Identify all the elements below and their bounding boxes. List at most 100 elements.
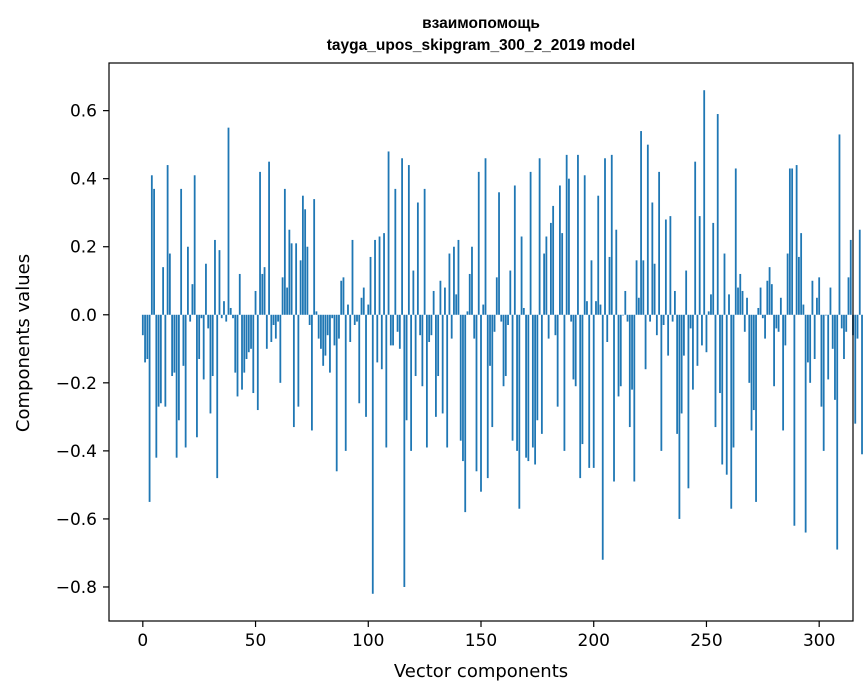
bar-297 — [811, 280, 814, 315]
bar-137 — [450, 314, 453, 339]
bar-267 — [743, 314, 746, 332]
bar-157 — [495, 277, 498, 315]
bar-113 — [396, 314, 399, 332]
bar-269 — [748, 314, 751, 383]
bar-10 — [164, 314, 167, 407]
bar-286 — [786, 253, 789, 315]
bar-41 — [234, 314, 237, 373]
bar-248 — [701, 314, 703, 346]
bar-173 — [531, 314, 534, 448]
bar-34 — [218, 250, 221, 315]
bar-32 — [214, 239, 216, 315]
bar-266 — [741, 290, 744, 315]
bar-304 — [827, 314, 830, 380]
bar-252 — [710, 294, 712, 315]
bar-98 — [362, 287, 365, 315]
bar-13 — [171, 314, 174, 377]
bar-79 — [320, 314, 322, 349]
bar-219 — [635, 260, 638, 315]
bar-43 — [238, 273, 241, 315]
bar-203 — [599, 304, 602, 315]
bar-62 — [281, 277, 284, 315]
bar-100 — [367, 304, 370, 315]
bar-111 — [392, 314, 394, 346]
bar-208 — [610, 154, 613, 315]
bar-69 — [297, 314, 300, 407]
bar-237 — [676, 314, 679, 434]
bar-249 — [703, 90, 706, 315]
bar-144 — [466, 311, 469, 315]
bar-262 — [732, 314, 735, 448]
bar-180 — [547, 314, 550, 339]
bar-293 — [802, 304, 805, 315]
bar-0 — [141, 314, 144, 336]
bar-57 — [270, 314, 273, 342]
y-tick-label-3: −0.2 — [56, 374, 97, 394]
bar-85 — [333, 314, 336, 346]
bar-14 — [173, 314, 176, 373]
bar-127 — [428, 314, 431, 342]
bar-90 — [344, 314, 347, 451]
bar-172 — [529, 171, 532, 315]
bar-298 — [813, 314, 816, 360]
x-tick-label-200: 200 — [578, 631, 610, 651]
bar-44 — [241, 314, 243, 390]
bar-97 — [360, 297, 363, 315]
bar-17 — [180, 188, 183, 315]
bar-223 — [644, 314, 647, 370]
bar-64 — [286, 287, 289, 315]
bar-314 — [849, 239, 852, 315]
bar-165 — [513, 185, 516, 315]
bars — [141, 90, 863, 594]
bar-9 — [162, 267, 165, 315]
bar-132 — [439, 280, 442, 315]
bar-306 — [831, 314, 834, 349]
bar-29 — [207, 314, 210, 329]
bar-228 — [655, 314, 658, 336]
bar-12 — [168, 253, 171, 315]
bar-274 — [759, 287, 762, 315]
bar-47 — [247, 314, 250, 353]
bar-152 — [484, 158, 487, 315]
bar-82 — [326, 314, 329, 336]
bar-163 — [509, 270, 512, 315]
x-tick-label-300: 300 — [803, 631, 835, 651]
bar-52 — [259, 171, 261, 315]
bar-273 — [757, 307, 760, 315]
bar-72 — [304, 209, 307, 315]
bar-188 — [565, 154, 568, 315]
bar-1 — [144, 314, 146, 363]
bar-139 — [455, 294, 458, 315]
bar-38 — [227, 127, 230, 315]
axis-ticks: 0 50 100 150 200 250 300 −0.8 −0.6 −0.4 −0.2 0.0 0.2… — [56, 102, 836, 651]
bar-191 — [572, 314, 575, 380]
bar-182 — [552, 205, 555, 315]
bar-197 — [586, 301, 588, 315]
bar-129 — [432, 290, 435, 315]
bar-22 — [191, 284, 194, 315]
bar-68 — [295, 243, 298, 315]
bar-227 — [653, 263, 656, 315]
bar-18 — [182, 314, 185, 366]
bar-187 — [563, 314, 566, 451]
bar-106 — [380, 314, 383, 370]
bar-20 — [187, 246, 189, 315]
bar-316 — [854, 314, 857, 424]
bar-216 — [628, 314, 631, 428]
bar-171 — [527, 314, 530, 462]
bar-190 — [570, 314, 573, 322]
bar-150 — [480, 314, 482, 492]
bar-202 — [597, 195, 600, 315]
bar-28 — [205, 263, 207, 315]
bar-230 — [660, 314, 663, 451]
bar-122 — [416, 202, 419, 315]
bar-33 — [216, 314, 219, 479]
bar-143 — [464, 314, 467, 513]
bar-250 — [705, 314, 708, 353]
bar-8 — [159, 314, 162, 404]
bar-158 — [498, 192, 500, 315]
bar-279 — [770, 284, 773, 315]
y-tick-label-4: 0.0 — [70, 306, 97, 326]
bar-302 — [822, 314, 825, 451]
bar-238 — [678, 314, 681, 519]
